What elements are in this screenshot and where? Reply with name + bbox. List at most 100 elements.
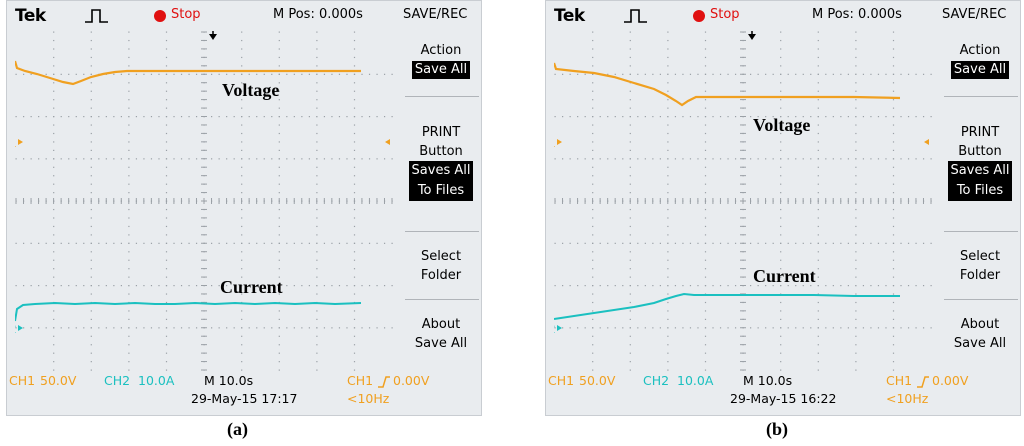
scope-status-bar: Tek Stop M Pos: 0.000s SAVE/REC: [7, 1, 481, 31]
trigger-level-arrow-icon: [385, 139, 390, 145]
caption-a: (a): [227, 419, 248, 440]
trigger-position-icon: [748, 34, 756, 40]
menu-action-value: Save All: [950, 61, 1010, 79]
menu-print-value-2: To Files: [956, 183, 1004, 198]
menu-print-value: Saves All To Files: [947, 161, 1013, 201]
trigger-edge-icon: [85, 9, 108, 23]
side-menu: Action Save All PRINT Button Saves All To…: [399, 31, 483, 371]
menu-divider: [405, 96, 479, 97]
main-position: M Pos: 0.000s: [273, 7, 363, 22]
ch2-ground-arrow-icon: [18, 325, 23, 331]
menu-divider: [944, 231, 1018, 232]
caption-a-text: (a): [227, 419, 248, 439]
rising-edge-icon: [917, 376, 929, 388]
ch2-marker: 2: [554, 322, 556, 336]
date-time: 29-May-15 16:22: [730, 391, 837, 406]
ch1-ground-arrow-icon: [18, 139, 23, 145]
trigger-position-icon: [209, 34, 217, 40]
run-state: Stop: [710, 7, 740, 22]
trigger-frequency: <10Hz: [886, 391, 929, 406]
menu-about-label: About: [960, 317, 1000, 332]
ch2-marker: 2: [15, 322, 17, 336]
ch1-scale: 50.0V: [40, 373, 77, 388]
ch2-ground-arrow-icon: [557, 325, 562, 331]
scope-settings-bar: CH1 50.0V CH2 10.0A M 10.0s 29-May-15 16…: [546, 373, 1020, 417]
menu-about-button[interactable]: About Save All: [938, 315, 1022, 353]
current-label: Current: [753, 266, 816, 286]
menu-divider: [944, 299, 1018, 300]
menu-about-label-2: Save All: [414, 336, 468, 351]
menu-print-label: PRINT: [960, 125, 1000, 140]
menu-action-button[interactable]: Action Save All: [938, 41, 1022, 79]
voltage-label: Voltage: [222, 80, 279, 100]
menu-select-label: Select: [959, 249, 1001, 264]
ch1-ground-arrow-icon: [557, 139, 562, 145]
menu-about-label: About: [421, 317, 461, 332]
trigger-edge-icon: [624, 9, 647, 23]
graticule: [15, 31, 393, 371]
date-time: 29-May-15 17:17: [191, 391, 298, 406]
trigger-frequency: <10Hz: [347, 391, 390, 406]
menu-title: SAVE/REC: [942, 7, 1007, 22]
timebase: M 10.0s: [743, 373, 793, 388]
brand-logo: Tek: [15, 6, 46, 26]
ch1-marker: 1: [15, 136, 17, 150]
rising-edge-icon: [378, 376, 390, 388]
menu-action-label: Action: [420, 43, 462, 58]
main-position: M Pos: 0.000s: [812, 7, 902, 22]
ch2-current-trace: [554, 292, 900, 320]
ch1-label: CH1: [548, 373, 575, 388]
ch2-current-trace: [15, 301, 362, 322]
menu-action-label: Action: [959, 43, 1001, 58]
menu-print-value-1: Saves All: [411, 163, 471, 178]
menu-print-value-2: To Files: [417, 183, 465, 198]
menu-print-label-2: Button: [419, 144, 463, 159]
caption-b-text: (b): [766, 419, 788, 439]
scope-status-bar: Tek Stop M Pos: 0.000s SAVE/REC: [546, 1, 1020, 31]
voltage-label: Voltage: [753, 115, 810, 135]
brand-logo: Tek: [554, 6, 585, 26]
menu-print-button[interactable]: PRINT Button Saves All To Files: [399, 123, 483, 201]
trigger-level-arrow-icon: [924, 139, 929, 145]
menu-print-value: Saves All To Files: [408, 161, 474, 201]
menu-print-label: PRINT: [421, 125, 461, 140]
side-menu: Action Save All PRINT Button Saves All To…: [938, 31, 1022, 371]
trigger-level: 0.00V: [393, 373, 430, 388]
ch2-scale: 10.0A: [677, 373, 714, 388]
scope-screen-b: Tek Stop M Pos: 0.000s SAVE/REC 1 2 Volt…: [545, 0, 1021, 416]
trigger-source: CH1: [886, 373, 913, 388]
menu-select-folder-button[interactable]: Select Folder: [938, 247, 1022, 285]
ch1-voltage-trace: [554, 62, 901, 107]
ch2-label: CH2: [643, 373, 670, 388]
menu-print-button[interactable]: PRINT Button Saves All To Files: [938, 123, 1022, 201]
menu-about-button[interactable]: About Save All: [399, 315, 483, 353]
menu-select-label: Select: [420, 249, 462, 264]
menu-action-value: Save All: [411, 61, 471, 79]
stop-indicator-icon: [693, 10, 705, 22]
menu-divider: [944, 96, 1018, 97]
ch1-label: CH1: [9, 373, 36, 388]
scope-settings-bar: CH1 50.0V CH2 10.0A M 10.0s 29-May-15 17…: [7, 373, 481, 417]
menu-divider: [405, 231, 479, 232]
waveform-display: 1 2 Voltage Current: [554, 31, 932, 371]
current-label: Current: [220, 277, 283, 297]
graticule: [554, 31, 932, 371]
menu-divider: [405, 299, 479, 300]
ch2-scale: 10.0A: [138, 373, 175, 388]
caption-b: (b): [766, 419, 788, 440]
waveform-display: 1 2 Voltage Current: [15, 31, 393, 371]
menu-select-folder-button[interactable]: Select Folder: [399, 247, 483, 285]
menu-print-value-1: Saves All: [950, 163, 1010, 178]
timebase: M 10.0s: [204, 373, 254, 388]
menu-action-button[interactable]: Action Save All: [399, 41, 483, 79]
menu-select-label-2: Folder: [959, 268, 1001, 283]
run-state: Stop: [171, 7, 201, 22]
menu-select-label-2: Folder: [420, 268, 462, 283]
trigger-level: 0.00V: [932, 373, 969, 388]
menu-print-label-2: Button: [958, 144, 1002, 159]
menu-about-label-2: Save All: [953, 336, 1007, 351]
trigger-source: CH1: [347, 373, 374, 388]
scope-screen-a: Tek Stop M Pos: 0.000s SAVE/REC 1 2 Volt…: [6, 0, 482, 416]
ch1-marker: 1: [554, 136, 556, 150]
menu-title: SAVE/REC: [403, 7, 468, 22]
